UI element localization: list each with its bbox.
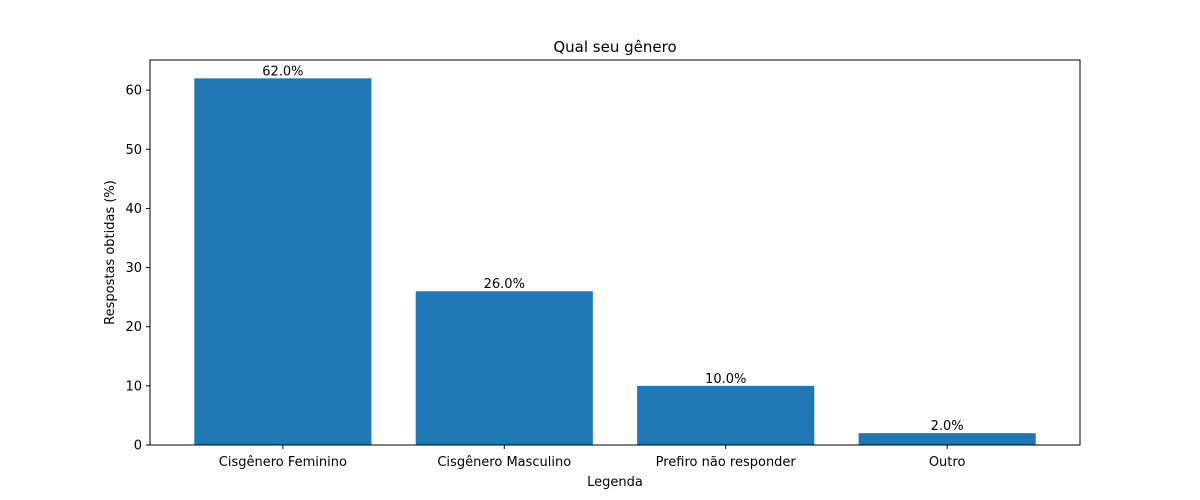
bar-value-label-2: 10.0%: [705, 372, 746, 387]
x-tick-label-0: Cisgênero Feminino: [219, 455, 347, 470]
chart-title: Qual seu gênero: [553, 38, 676, 56]
plot-frame: [149, 59, 1081, 446]
y-tick-label-4: 40: [125, 202, 142, 217]
y-axis-label: Respostas obtidas (%): [103, 180, 118, 325]
bar-value-labels: 62.0% 26.0% 10.0% 2.0%: [262, 64, 963, 434]
bar-value-label-3: 2.0%: [931, 419, 964, 434]
y-tick-label-1: 10: [125, 379, 142, 394]
y-tick-label-0: 0: [134, 439, 142, 454]
y-tick-label-6: 60: [125, 84, 142, 99]
y-tick-label-5: 50: [125, 143, 142, 158]
x-tick-label-2: Prefiro não responder: [656, 455, 797, 470]
x-axis-label: Legenda: [587, 475, 643, 490]
bar-2: [637, 385, 815, 445]
bar-value-label-1: 26.0%: [484, 277, 525, 292]
y-tick-label-2: 20: [125, 320, 142, 335]
bar-0: [194, 78, 372, 445]
x-axis-ticks: Cisgênero Feminino Cisgênero Masculino Pre…: [219, 445, 966, 470]
y-axis-ticks: 0 10 20 30 40 50 60: [125, 84, 150, 454]
x-tick-label-3: Outro: [929, 455, 966, 470]
bar-3: [858, 433, 1036, 445]
bar-value-label-0: 62.0%: [262, 64, 303, 79]
bars-group: [194, 78, 1036, 445]
x-tick-label-1: Cisgênero Masculino: [437, 455, 571, 470]
bar-1: [415, 291, 593, 445]
y-tick-label-3: 30: [125, 261, 142, 276]
